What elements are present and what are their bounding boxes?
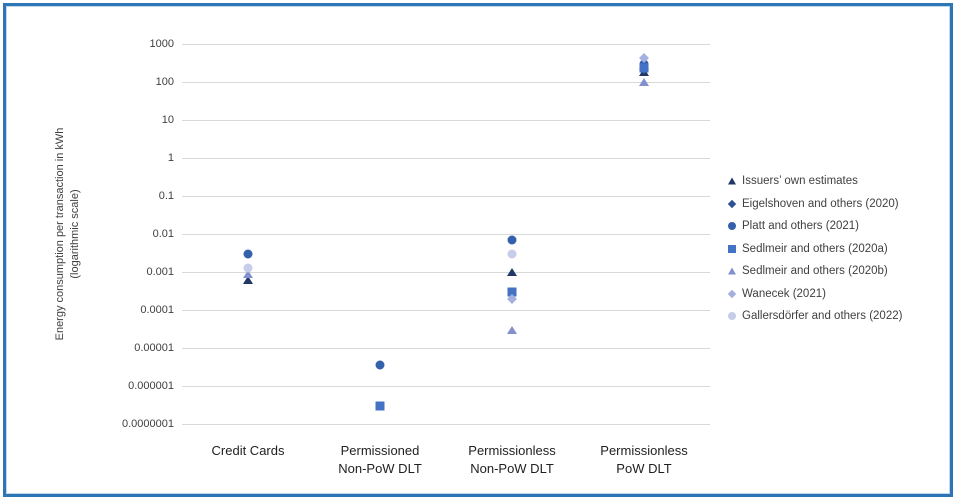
data-point-gallersd-rfer-and-others-2022-permissionless-non-pow-dlt — [507, 249, 517, 259]
legend-label: Sedlmeir and others (2020a) — [742, 242, 888, 255]
data-point-sedlmeir-and-others-2020a-permissionless-non-pow-dlt — [507, 287, 517, 297]
gridline — [182, 158, 710, 159]
data-point-platt-and-others-2021-credit-cards — [243, 249, 253, 259]
y-tick-label: 100 — [155, 76, 174, 88]
y-tick-label: 0.000001 — [128, 380, 174, 392]
legend-item-issuers-own-estimates: Issuers’ own estimates — [727, 170, 902, 193]
y-tick-label: 0.00001 — [134, 342, 174, 354]
x-category-label-permissionless-pow-dlt: Permissionless PoW DLT — [600, 443, 688, 476]
circle-icon — [727, 310, 740, 322]
y-tick-label: 0.01 — [152, 228, 174, 240]
legend-item-wanecek-2021: Wanecek (2021) — [727, 283, 902, 306]
data-point-issuers-own-estimates-credit-cards — [243, 276, 253, 285]
diamond-icon — [727, 288, 740, 300]
data-point-platt-and-others-2021-permissionless-non-pow-dlt — [507, 235, 517, 245]
data-point-issuers-own-estimates-permissionless-non-pow-dlt — [507, 268, 517, 276]
triangle-icon — [727, 175, 740, 187]
gridline — [182, 272, 710, 273]
legend-item-platt-and-others-2021: Platt and others (2021) — [727, 215, 902, 238]
y-tick-label: 1000 — [149, 38, 174, 50]
legend-item-gallersd-rfer-and-others-2022: Gallersdörfer and others (2022) — [727, 305, 902, 328]
gridline — [182, 196, 710, 197]
y-tick-label: 1 — [167, 152, 174, 164]
gridline — [182, 44, 710, 45]
y-tick-label: 0.1 — [158, 190, 174, 202]
y-tick-label: 10 — [161, 114, 174, 126]
legend-label: Wanecek (2021) — [742, 287, 826, 300]
legend-label: Issuers’ own estimates — [742, 175, 858, 188]
data-point-sedlmeir-and-others-2020b-permissionless-non-pow-dlt — [507, 325, 517, 334]
data-point-sedlmeir-and-others-2020a-permissionless-pow-dlt — [639, 63, 649, 73]
data-point-platt-and-others-2021-permissioned-non-pow-dlt — [375, 360, 385, 370]
gridline — [182, 386, 710, 387]
data-point-sedlmeir-and-others-2020a-permissioned-non-pow-dlt — [375, 401, 385, 411]
data-point-gallersd-rfer-and-others-2022-credit-cards — [243, 263, 253, 273]
y-tick-label: 0.0001 — [140, 304, 174, 316]
x-category-label-permissionless-non-pow-dlt: Permissionless Non-PoW DLT — [468, 443, 556, 476]
data-point-sedlmeir-and-others-2020b-credit-cards — [243, 269, 253, 278]
square-icon — [727, 243, 740, 255]
diamond-icon — [727, 198, 740, 210]
gridline — [182, 234, 710, 235]
gridline — [182, 120, 710, 121]
x-category-label-permissioned-non-pow-dlt: Permissioned Non-PoW DLT — [338, 443, 422, 476]
plot-area — [182, 44, 710, 425]
data-point-sedlmeir-and-others-2020b-permissionless-pow-dlt — [639, 78, 649, 86]
circle-icon — [727, 220, 740, 232]
x-category-label-credit-cards: Credit Cards — [211, 443, 285, 458]
legend-item-sedlmeir-and-others-2020a: Sedlmeir and others (2020a) — [727, 238, 902, 261]
y-tick-label: 0.0000001 — [122, 418, 174, 430]
gridline — [182, 82, 710, 83]
legend-label: Platt and others (2021) — [742, 220, 859, 233]
gridline — [182, 310, 710, 311]
legend-label: Sedlmeir and others (2020b) — [742, 265, 888, 278]
y-tick-label: 0.001 — [146, 266, 174, 278]
legend-label: Gallersdörfer and others (2022) — [742, 310, 903, 323]
gridline — [182, 348, 710, 349]
legend: Issuers’ own estimates Eigelshoven and ot… — [727, 170, 902, 328]
legend-label: Eigelshoven and others (2020) — [742, 197, 899, 210]
gridline — [182, 424, 710, 425]
triangle-icon — [727, 265, 740, 277]
legend-item-sedlmeir-and-others-2020b: Sedlmeir and others (2020b) — [727, 260, 902, 283]
legend-item-eigelshoven-and-others-2020: Eigelshoven and others (2020) — [727, 193, 902, 216]
